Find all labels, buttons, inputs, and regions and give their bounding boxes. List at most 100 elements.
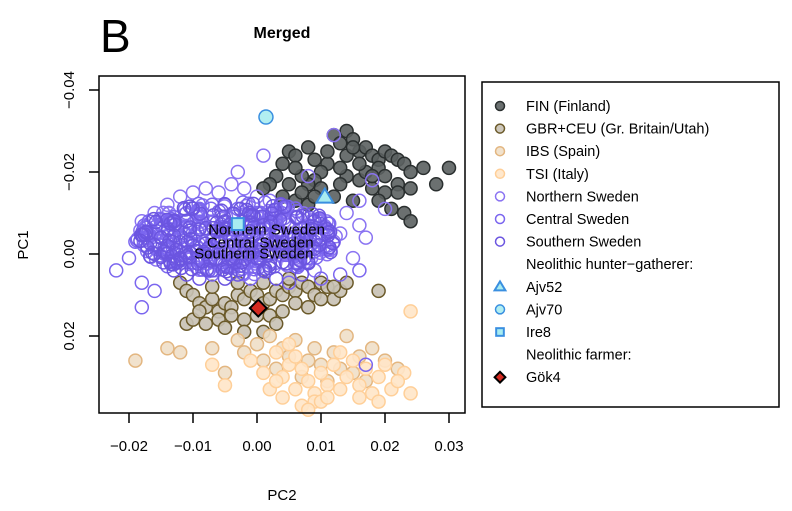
tsi-italy-point xyxy=(332,382,348,397)
fin-finland-point xyxy=(403,181,418,196)
southern-sweden-point xyxy=(180,234,195,250)
legend-label-neolithic-farmer: Neolithic farmer: xyxy=(526,348,632,364)
fin-finland-point xyxy=(403,164,418,180)
southern-sweden-point xyxy=(246,220,262,235)
southern-sweden-point xyxy=(302,231,317,247)
fin-finland-point xyxy=(352,156,367,172)
legend-label-neolithic-hunter-gatherer: Neolithic hunter−gatherer: xyxy=(526,257,693,273)
southern-sweden-point xyxy=(148,214,164,230)
fin-finland-point xyxy=(307,152,322,167)
southern-sweden-point xyxy=(254,209,269,224)
central-sweden-point xyxy=(235,195,251,210)
central-sweden-point xyxy=(352,263,367,278)
points-layer xyxy=(108,123,457,418)
southern-sweden-point xyxy=(273,196,289,212)
southern-sweden-point xyxy=(140,240,155,255)
legend-marker-fin-finland xyxy=(494,100,506,112)
x-axis-title: PC2 xyxy=(267,487,296,504)
southern-sweden-point xyxy=(184,201,200,216)
northern-sweden-point xyxy=(256,148,271,163)
fin-finland-point xyxy=(441,160,457,176)
fin-finland-point xyxy=(332,136,348,151)
southern-sweden-point xyxy=(279,256,294,271)
southern-sweden-point xyxy=(322,240,337,255)
tsi-italy-point xyxy=(326,357,342,372)
northern-sweden-point xyxy=(300,168,316,184)
ibs-spain-point xyxy=(160,341,175,356)
tsi-italy-point xyxy=(320,377,335,393)
central-sweden-point xyxy=(121,250,137,266)
tsi-italy-point xyxy=(256,365,271,381)
gbr-ceu-gr-britain-utah-point xyxy=(275,304,290,319)
central-sweden-point xyxy=(358,357,374,372)
legend-label-ibs-spain: IBS (Spain) xyxy=(526,144,600,160)
ibs-spain-point xyxy=(217,365,233,381)
gbr-ceu-gr-britain-utah-point xyxy=(339,275,354,290)
ire8-point xyxy=(230,217,245,232)
southern-sweden-point xyxy=(192,206,208,221)
legend-marker-ibs-spain xyxy=(494,145,506,157)
southern-sweden-point xyxy=(289,210,304,226)
southern-sweden-point xyxy=(138,225,154,240)
southern-sweden-point xyxy=(242,223,258,239)
southern-sweden-point xyxy=(166,263,182,278)
southern-sweden-point xyxy=(165,234,181,250)
gbr-ceu-gr-britain-utah-point xyxy=(224,308,239,323)
tsi-italy-point xyxy=(313,365,329,381)
southern-sweden-point xyxy=(307,241,322,256)
southern-sweden-point xyxy=(228,255,243,270)
legend-label-tsi-italy: TSI (Italy) xyxy=(526,167,589,183)
gbr-ceu-gr-britain-utah-point xyxy=(300,300,316,315)
tsi-italy-point xyxy=(204,357,220,372)
ibs-spain-point xyxy=(204,341,220,356)
fin-finland-point xyxy=(256,181,271,196)
southern-sweden-point xyxy=(183,231,198,247)
southern-sweden-point xyxy=(311,232,327,247)
ibs-spain-point xyxy=(172,345,188,360)
southern-sweden-point xyxy=(264,206,279,221)
central-sweden-point xyxy=(281,275,297,290)
southern-sweden-point xyxy=(170,255,185,270)
fin-finland-point xyxy=(345,140,361,155)
tsi-italy-point xyxy=(352,377,367,393)
fin-finland-point xyxy=(300,140,316,155)
tsi-italy-point xyxy=(345,353,361,368)
southern-sweden-point xyxy=(166,228,182,243)
southern-sweden-point xyxy=(262,260,277,276)
tsi-italy-point xyxy=(339,369,354,385)
tsi-italy-point xyxy=(288,349,303,364)
plot-title: Merged xyxy=(254,25,311,42)
tsi-italy-point xyxy=(403,386,418,401)
tsi-italy-point xyxy=(294,361,310,377)
southern-sweden-point xyxy=(287,230,302,246)
tsi-italy-point xyxy=(371,394,386,409)
southern-sweden-point xyxy=(179,245,194,260)
southern-sweden-point xyxy=(198,236,213,252)
northern-sweden-point xyxy=(236,181,252,196)
ajv70-point xyxy=(258,109,274,125)
fin-finland-point xyxy=(416,160,431,176)
tsi-italy-point xyxy=(352,390,367,405)
southern-sweden-point xyxy=(182,199,198,214)
southern-sweden-point xyxy=(222,266,238,282)
fin-finland-point xyxy=(288,148,303,163)
legend-marker-northern-sweden xyxy=(494,191,506,202)
southern-sweden-point xyxy=(167,213,182,228)
gbr-ceu-gr-britain-utah-point xyxy=(236,312,252,327)
southern-sweden-point xyxy=(192,222,207,237)
ibs-spain-point xyxy=(128,353,143,368)
gbr-ceu-gr-britain-utah-point xyxy=(313,291,329,307)
fin-finland-point xyxy=(371,193,386,208)
ajv52-point xyxy=(314,186,336,204)
southern-sweden-point xyxy=(286,236,301,251)
ibs-spain-point xyxy=(249,336,265,352)
southern-sweden-point xyxy=(311,208,327,223)
x-tick-label: 0.02 xyxy=(370,438,399,455)
legend-label-g-k4: Gök4 xyxy=(526,370,561,386)
legend-marker-g-k4 xyxy=(493,370,507,385)
ibs-spain-point xyxy=(339,328,354,344)
central-sweden-point xyxy=(281,218,297,233)
x-tick-label: −0.02 xyxy=(110,438,148,455)
northern-sweden-point xyxy=(345,250,361,266)
